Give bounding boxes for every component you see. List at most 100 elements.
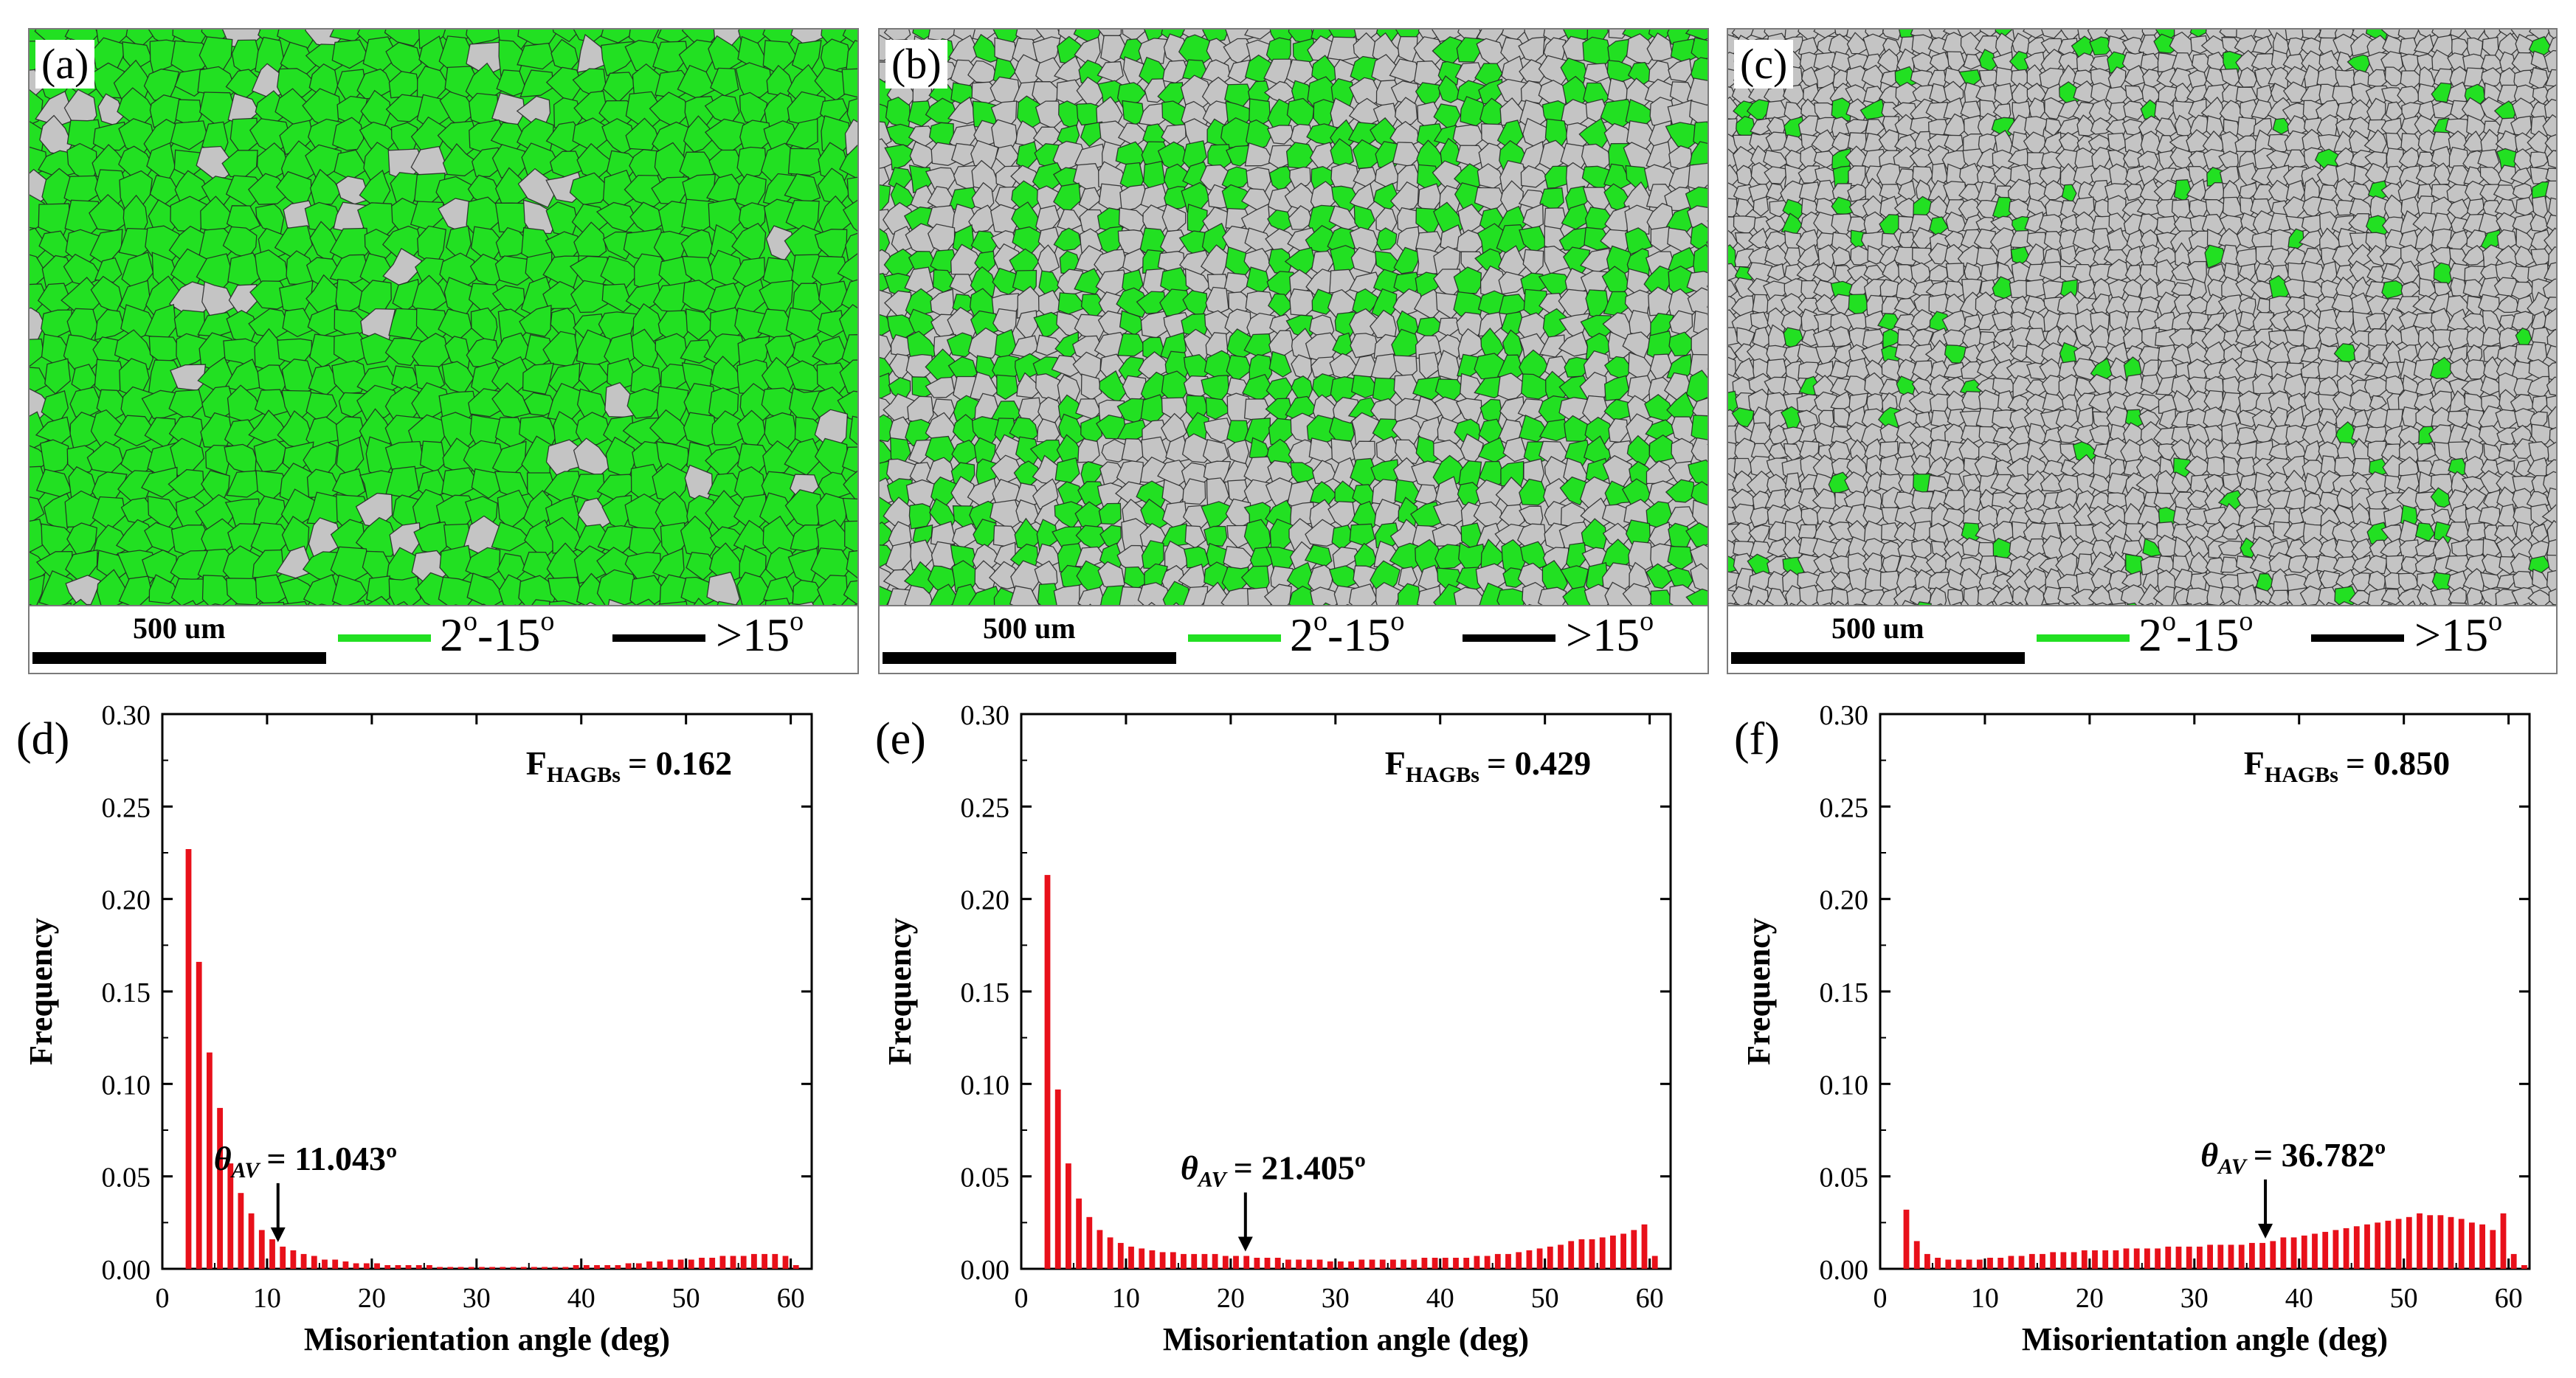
scale-bar-c [1731, 652, 2025, 664]
bar [2312, 1233, 2318, 1269]
bar [667, 1259, 674, 1269]
bar [1358, 1259, 1365, 1269]
bar [1599, 1237, 1606, 1269]
bar [2437, 1215, 2444, 1269]
x-tick-label: 50 [2390, 1283, 2418, 1314]
x-tick-label: 60 [2495, 1283, 2523, 1314]
legend-text-low-a: 2o-15o [440, 606, 555, 661]
bar [1369, 1259, 1375, 1269]
bar [1212, 1253, 1218, 1269]
y-tick-label: 0.00 [961, 1255, 1010, 1286]
bar [363, 1263, 370, 1269]
x-axis-label: Misorientation angle (deg) [304, 1321, 670, 1357]
scale-text-b: 500 um [983, 612, 1076, 645]
bar [1390, 1259, 1396, 1269]
bar [1128, 1246, 1134, 1269]
y-tick-label: 0.05 [1820, 1163, 1869, 1194]
x-tick-label: 10 [253, 1283, 281, 1314]
bar [2028, 1253, 2035, 1269]
y-tick-label: 0.20 [102, 885, 151, 916]
bar [1610, 1235, 1616, 1269]
bar [1107, 1237, 1113, 1269]
bar [1338, 1261, 1344, 1269]
legend-line-black-a [612, 634, 705, 642]
y-tick-label: 0.10 [1820, 1070, 1869, 1101]
bar [1924, 1253, 1930, 1269]
plot-frame [161, 713, 813, 1270]
bar [772, 1253, 778, 1269]
bar [1401, 1259, 1406, 1269]
bar [1516, 1252, 1522, 1269]
bar [1097, 1230, 1103, 1269]
grain-map-b [880, 30, 1707, 606]
bar [782, 1256, 789, 1269]
bar [1159, 1252, 1166, 1269]
bar [427, 1265, 432, 1269]
bar [1139, 1248, 1145, 1269]
y-tick-label: 0.10 [961, 1070, 1010, 1101]
bar [520, 1267, 527, 1269]
plot-frame [1879, 713, 2531, 1270]
bar [2479, 1224, 2485, 1269]
x-tick-label: 40 [2285, 1283, 2313, 1314]
x-tick-label: 60 [1636, 1283, 1664, 1314]
bar [2197, 1246, 2203, 1269]
theta-annotation: θAV = 36.782º [2200, 1136, 2386, 1179]
legend-text-high-c: >15o [2414, 606, 2503, 661]
panel-label-a: (a) [35, 40, 95, 89]
bar [280, 1246, 286, 1269]
bar [2228, 1244, 2234, 1269]
y-tick-label: 0.30 [102, 701, 151, 731]
x-tick-label: 30 [1322, 1283, 1350, 1314]
bar [2385, 1220, 2392, 1269]
x-tick-label: 40 [1426, 1283, 1454, 1314]
bar [1170, 1252, 1176, 1269]
grain-map-c [1728, 30, 2556, 606]
grain-map-a [30, 30, 857, 606]
bar [677, 1259, 684, 1269]
bar [1432, 1258, 1438, 1269]
bar [405, 1265, 412, 1269]
bar [447, 1267, 454, 1269]
bar [479, 1267, 485, 1269]
x-tick-label: 50 [672, 1283, 700, 1314]
bar [1421, 1258, 1428, 1269]
bar [248, 1213, 255, 1269]
bar [2144, 1248, 2150, 1269]
bar [1589, 1239, 1595, 1269]
bar [437, 1267, 443, 1269]
legend-b: 500 um 2o-15o >15o [880, 605, 1707, 673]
legend-line-green-a [338, 634, 431, 642]
legend-line-black-c [2311, 634, 2404, 642]
bar [342, 1261, 349, 1269]
bar [1054, 1089, 1061, 1269]
bar [1181, 1253, 1187, 1269]
bar [2500, 1213, 2507, 1269]
bar [353, 1263, 359, 1269]
y-axis-label: Frequency [882, 918, 918, 1065]
bar [1191, 1253, 1198, 1269]
bar [1066, 1163, 1071, 1269]
bar [2102, 1250, 2109, 1269]
scale-text-c: 500 um [1831, 612, 1924, 645]
bar [227, 1163, 234, 1269]
bar [2186, 1246, 2192, 1269]
bar [2008, 1256, 2014, 1269]
bar [2448, 1216, 2454, 1269]
y-tick-label: 0.20 [961, 885, 1010, 916]
bar [2427, 1215, 2434, 1269]
micrograph-b: (b) 500 um 2o-15o >15o [878, 28, 1709, 674]
bar [1086, 1216, 1093, 1269]
bar [1935, 1258, 1941, 1269]
bar [2469, 1222, 2475, 1269]
bar [510, 1267, 517, 1269]
y-axis-label: Frequency [1741, 918, 1777, 1065]
x-tick-label: 30 [2180, 1283, 2209, 1314]
bar [1568, 1241, 1575, 1269]
bar [2458, 1219, 2465, 1269]
bar [2175, 1246, 2182, 1269]
bar [594, 1265, 600, 1269]
bar [258, 1230, 265, 1269]
legend-line-green-c [2037, 634, 2130, 642]
theta-annotation: θAV = 21.405º [1181, 1149, 1366, 1191]
